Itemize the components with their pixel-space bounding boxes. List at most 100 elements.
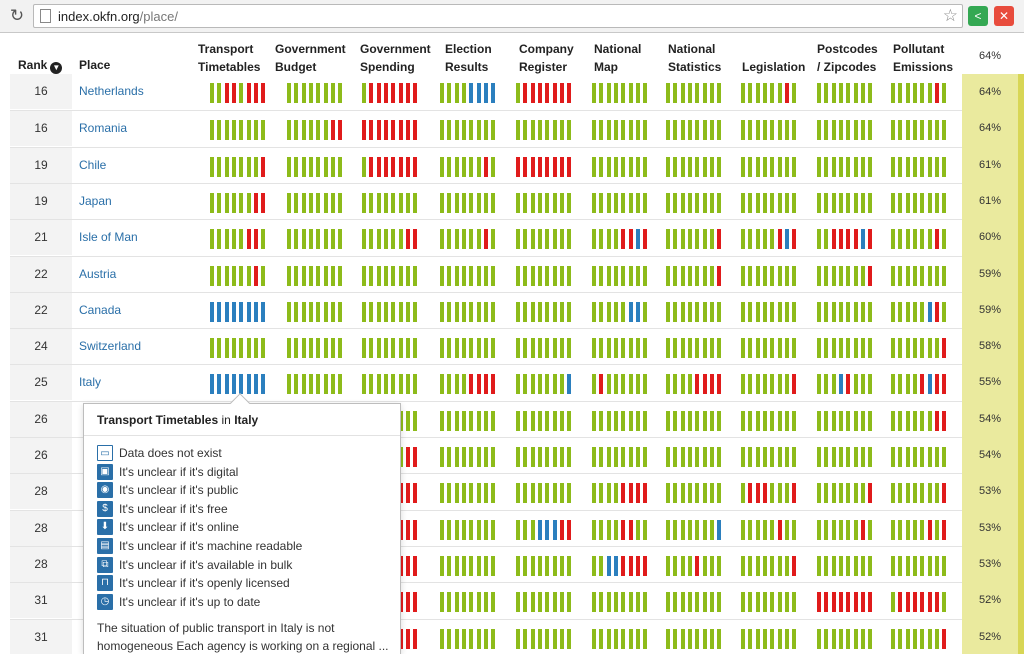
dataset-cell[interactable] (666, 483, 726, 504)
dataset-cell[interactable] (440, 83, 500, 103)
dataset-cell[interactable] (362, 229, 422, 250)
dataset-cell[interactable] (592, 338, 652, 359)
dataset-cell[interactable] (741, 555, 801, 576)
dataset-cell[interactable] (592, 628, 652, 649)
dataset-cell[interactable] (362, 120, 422, 141)
dataset-cell[interactable] (592, 156, 652, 177)
dataset-cell[interactable] (592, 265, 652, 286)
dataset-cell[interactable] (592, 301, 652, 322)
dataset-cell[interactable] (287, 83, 347, 103)
dataset-cell[interactable] (817, 301, 877, 322)
dataset-cell[interactable] (362, 156, 422, 177)
dataset-cell[interactable] (362, 192, 422, 213)
dataset-cell[interactable] (592, 555, 652, 576)
dataset-cell[interactable] (287, 301, 347, 322)
dataset-cell[interactable] (516, 519, 576, 540)
dataset-cell[interactable] (891, 483, 951, 504)
dataset-cell[interactable] (592, 374, 652, 395)
dataset-cell[interactable] (817, 229, 877, 250)
extension-icon[interactable]: ✕ (994, 6, 1014, 26)
dataset-cell[interactable] (516, 447, 576, 467)
dataset-cell[interactable] (666, 628, 726, 649)
dataset-cell[interactable] (741, 83, 801, 103)
table-row[interactable]: 16 Romania (10, 110, 962, 147)
reload-icon[interactable]: ↻ (9, 6, 25, 25)
dataset-cell[interactable] (516, 374, 576, 395)
dataset-cell[interactable] (516, 120, 576, 141)
dataset-cell[interactable] (891, 628, 951, 649)
dataset-cell[interactable] (592, 120, 652, 141)
table-row[interactable]: 25 Italy (10, 364, 962, 401)
dataset-cell[interactable] (666, 447, 726, 467)
dataset-cell[interactable] (741, 301, 801, 322)
dataset-cell[interactable] (592, 483, 652, 504)
place-link[interactable]: Romania (79, 121, 128, 136)
dataset-cell[interactable] (666, 192, 726, 213)
bookmark-star-icon[interactable]: ☆ (942, 6, 958, 25)
dataset-cell[interactable] (741, 374, 801, 395)
dataset-cell[interactable] (666, 156, 726, 177)
table-row[interactable]: 24 Switzerland (10, 328, 962, 365)
sort-down-icon[interactable]: ▼ (50, 62, 63, 74)
dataset-cell[interactable] (592, 192, 652, 213)
dataset-cell[interactable] (362, 265, 422, 286)
dataset-cell[interactable] (287, 156, 347, 177)
dataset-cell[interactable] (891, 338, 951, 359)
place-link[interactable]: Switzerland (79, 339, 142, 354)
dataset-cell[interactable] (817, 156, 877, 177)
dataset-cell[interactable] (362, 374, 422, 395)
dataset-cell[interactable] (817, 192, 877, 213)
dataset-cell[interactable] (666, 519, 726, 540)
dataset-cell[interactable] (516, 301, 576, 322)
dataset-cell[interactable] (440, 265, 500, 286)
dataset-cell[interactable] (287, 374, 347, 395)
dataset-cell[interactable] (817, 410, 877, 431)
dataset-cell[interactable] (741, 265, 801, 286)
dataset-cell[interactable] (817, 338, 877, 359)
dataset-cell[interactable] (891, 156, 951, 177)
dataset-cell[interactable] (516, 592, 576, 613)
dataset-cell[interactable] (817, 628, 877, 649)
address-bar[interactable]: index.okfn.org/place/ ☆ (33, 4, 963, 28)
dataset-cell[interactable] (210, 120, 270, 141)
table-row[interactable]: 16 Netherlands (10, 74, 962, 110)
table-row[interactable]: 22 Canada (10, 291, 962, 328)
dataset-cell[interactable] (440, 156, 500, 177)
dataset-cell[interactable] (440, 338, 500, 359)
dataset-cell[interactable] (666, 374, 726, 395)
dataset-cell[interactable] (516, 628, 576, 649)
dataset-cell[interactable] (440, 192, 500, 213)
dataset-cell[interactable] (362, 338, 422, 359)
dataset-cell[interactable] (666, 301, 726, 322)
dataset-cell[interactable] (440, 628, 500, 649)
dataset-cell[interactable] (516, 410, 576, 431)
place-link[interactable]: Canada (79, 302, 122, 317)
dataset-cell[interactable] (741, 519, 801, 540)
dataset-cell[interactable] (210, 265, 270, 286)
place-link[interactable]: Austria (79, 266, 117, 281)
dataset-cell[interactable] (891, 83, 951, 103)
dataset-cell[interactable] (440, 120, 500, 141)
dataset-cell[interactable] (516, 338, 576, 359)
dataset-cell[interactable] (741, 156, 801, 177)
rank-header[interactable]: Rank ▼ (18, 58, 63, 74)
dataset-cell[interactable] (891, 519, 951, 540)
dataset-cell[interactable] (592, 229, 652, 250)
dataset-cell[interactable] (666, 410, 726, 431)
dataset-cell[interactable] (741, 338, 801, 359)
dataset-cell[interactable] (817, 120, 877, 141)
dataset-cell[interactable] (440, 483, 500, 504)
dataset-cell[interactable] (817, 483, 877, 504)
dataset-cell[interactable] (741, 628, 801, 649)
dataset-cell[interactable] (210, 156, 270, 177)
dataset-cell[interactable] (817, 83, 877, 103)
dataset-cell[interactable] (817, 447, 877, 467)
dataset-cell[interactable] (210, 374, 270, 395)
dataset-cell[interactable] (741, 447, 801, 467)
table-row[interactable]: 19 Japan (10, 182, 962, 219)
dataset-cell[interactable] (516, 83, 576, 103)
dataset-cell[interactable] (666, 120, 726, 141)
dataset-cell[interactable] (666, 592, 726, 613)
dataset-cell[interactable] (817, 592, 877, 613)
dataset-cell[interactable] (891, 410, 951, 431)
